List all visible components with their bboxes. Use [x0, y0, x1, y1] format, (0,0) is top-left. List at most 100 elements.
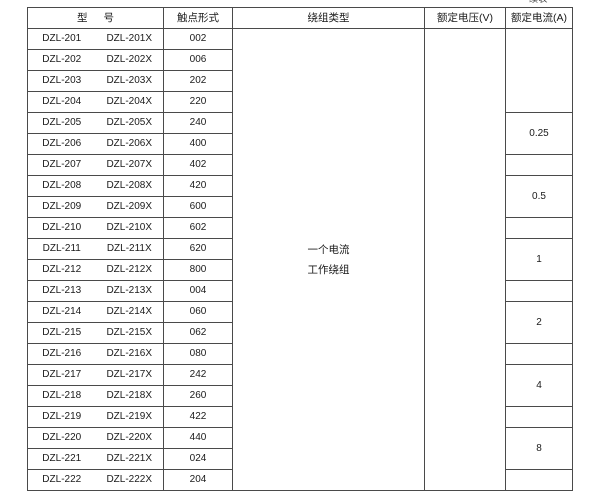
model-code-base: DZL-208: [42, 180, 82, 191]
model-code-variant: DZL-213X: [106, 285, 153, 296]
model-pair: DZL-206 DZL-206X: [29, 135, 163, 154]
cell-contact-form: 620: [163, 238, 233, 260]
cell-model: DZL-221 DZL-221X: [27, 448, 164, 470]
cell-rated-current: [505, 343, 573, 365]
table-row: DZL-206 DZL-206X 400: [27, 133, 573, 155]
model-code-variant: DZL-208X: [106, 180, 153, 191]
specification-table-container: 型号 触点形式 绕组类型 额定电压(V) 额定电流(A) DZL-201 DZL-…: [27, 7, 573, 491]
cell-model: DZL-222 DZL-222X: [27, 469, 164, 491]
cell-rated-current: [505, 280, 573, 302]
cell-contact-form: 062: [163, 322, 233, 344]
model-pair: DZL-201 DZL-201X: [29, 30, 163, 49]
relay-specification-table: 型号 触点形式 绕组类型 额定电压(V) 额定电流(A) DZL-201 DZL-…: [27, 7, 573, 491]
model-pair: DZL-207 DZL-207X: [29, 156, 163, 175]
model-code-variant: DZL-203X: [106, 75, 153, 86]
table-row: DZL-215 DZL-215X 062: [27, 322, 573, 344]
model-pair: DZL-220 DZL-220X: [29, 429, 163, 448]
model-pair: DZL-219 DZL-219X: [29, 408, 163, 427]
model-pair: DZL-213 DZL-213X: [29, 282, 163, 301]
model-code-variant: DZL-220X: [106, 432, 153, 443]
cell-contact-form: 602: [163, 217, 233, 239]
model-code-base: DZL-201: [42, 33, 82, 44]
model-pair: DZL-216 DZL-216X: [29, 345, 163, 364]
model-code-variant: DZL-209X: [106, 201, 153, 212]
model-code-variant: DZL-222X: [106, 474, 153, 485]
cell-rated-current: [505, 406, 573, 428]
model-code-base: DZL-222: [42, 474, 82, 485]
table-row: DZL-210 DZL-210X 602: [27, 217, 573, 239]
column-header-winding-type: 绕组类型: [232, 7, 425, 29]
model-pair: DZL-211 DZL-211X: [29, 240, 163, 259]
cell-rated-current: 4: [505, 364, 573, 407]
column-header-model-right: 号: [103, 12, 115, 24]
cell-model: DZL-206 DZL-206X: [27, 133, 164, 155]
model-code-base: DZL-217: [42, 369, 82, 380]
model-code-base: DZL-203: [42, 75, 82, 86]
cell-model: DZL-215 DZL-215X: [27, 322, 164, 344]
cell-model: DZL-214 DZL-214X: [27, 301, 164, 323]
model-code-variant: DZL-211X: [106, 243, 152, 254]
model-code-base: DZL-206: [42, 138, 82, 149]
model-code-base: DZL-202: [42, 54, 82, 65]
model-code-base: DZL-204: [42, 96, 82, 107]
model-code-variant: DZL-207X: [106, 159, 153, 170]
table-body: DZL-201 DZL-201X 002 一个电流 工作绕组 DZL-202 DZL-202…: [27, 28, 573, 491]
model-code-base: DZL-210: [42, 222, 82, 233]
cell-model: DZL-218 DZL-218X: [27, 385, 164, 407]
model-code-base: DZL-219: [42, 411, 82, 422]
model-code-variant: DZL-215X: [106, 327, 153, 338]
model-pair: DZL-205 DZL-205X: [29, 114, 163, 133]
table-row: DZL-204 DZL-204X 220: [27, 91, 573, 113]
cell-model: DZL-203 DZL-203X: [27, 70, 164, 92]
model-code-variant: DZL-204X: [106, 96, 153, 107]
cell-rated-current: 8: [505, 427, 573, 470]
cell-rated-current: [505, 469, 573, 491]
cell-contact-form: 600: [163, 196, 233, 218]
model-pair: DZL-215 DZL-215X: [29, 324, 163, 343]
model-code-base: DZL-209: [42, 201, 82, 212]
model-code-base: DZL-220: [42, 432, 82, 443]
cell-model: DZL-210 DZL-210X: [27, 217, 164, 239]
column-header-model-left: 型: [77, 12, 88, 24]
column-header-contact-form: 触点形式: [163, 7, 233, 29]
model-code-variant: DZL-206X: [106, 138, 153, 149]
model-code-variant: DZL-214X: [106, 306, 153, 317]
cell-rated-voltage: [424, 28, 506, 491]
model-pair: DZL-208 DZL-208X: [29, 177, 163, 196]
column-header-model: 型号: [27, 7, 164, 29]
model-pair: DZL-221 DZL-221X: [29, 450, 163, 469]
model-pair: DZL-204 DZL-204X: [29, 93, 163, 112]
table-header: 型号 触点形式 绕组类型 额定电压(V) 额定电流(A): [27, 7, 573, 29]
table-row: DZL-201 DZL-201X 002 一个电流 工作绕组: [27, 28, 573, 491]
cell-rated-current: 0.25: [505, 112, 573, 155]
cell-contact-form: 204: [163, 469, 233, 491]
cell-contact-form: 800: [163, 259, 233, 281]
cell-model: DZL-219 DZL-219X: [27, 406, 164, 428]
document-page: 续表 型号 触点形式 绕组类型 额定电压(V) 额定电流(A): [27, 0, 573, 491]
model-code-base: DZL-213: [42, 285, 82, 296]
model-code-variant: DZL-217X: [106, 369, 153, 380]
cell-model: DZL-213 DZL-213X: [27, 280, 164, 302]
model-pair: DZL-212 DZL-212X: [29, 261, 163, 280]
cell-model: DZL-209 DZL-209X: [27, 196, 164, 218]
table-header-row: 型号 触点形式 绕组类型 额定电压(V) 额定电流(A): [27, 7, 573, 29]
table-row: DZL-217 DZL-217X 242 4: [27, 364, 573, 407]
model-code-base: DZL-214: [42, 306, 82, 317]
table-row: DZL-216 DZL-216X 080: [27, 343, 573, 365]
cell-contact-form: 440: [163, 427, 233, 449]
model-pair: DZL-202 DZL-202X: [29, 51, 163, 70]
model-code-base: DZL-207: [42, 159, 82, 170]
cell-contact-form: 260: [163, 385, 233, 407]
cell-rated-current: 0.5: [505, 175, 573, 218]
model-code-base: DZL-216: [42, 348, 82, 359]
cell-rated-current: 1: [505, 238, 573, 281]
model-code-variant: DZL-201X: [106, 33, 153, 44]
cell-contact-form: 002: [163, 28, 233, 50]
cell-winding-type: 一个电流 工作绕组: [232, 28, 425, 491]
cell-model: DZL-208 DZL-208X: [27, 175, 164, 197]
model-code-variant: DZL-202X: [106, 54, 153, 65]
table-row: DZL-207 DZL-207X 402: [27, 154, 573, 176]
winding-type-line-2: 工作绕组: [307, 263, 350, 276]
cell-model: DZL-207 DZL-207X: [27, 154, 164, 176]
model-pair: DZL-210 DZL-210X: [29, 219, 163, 238]
